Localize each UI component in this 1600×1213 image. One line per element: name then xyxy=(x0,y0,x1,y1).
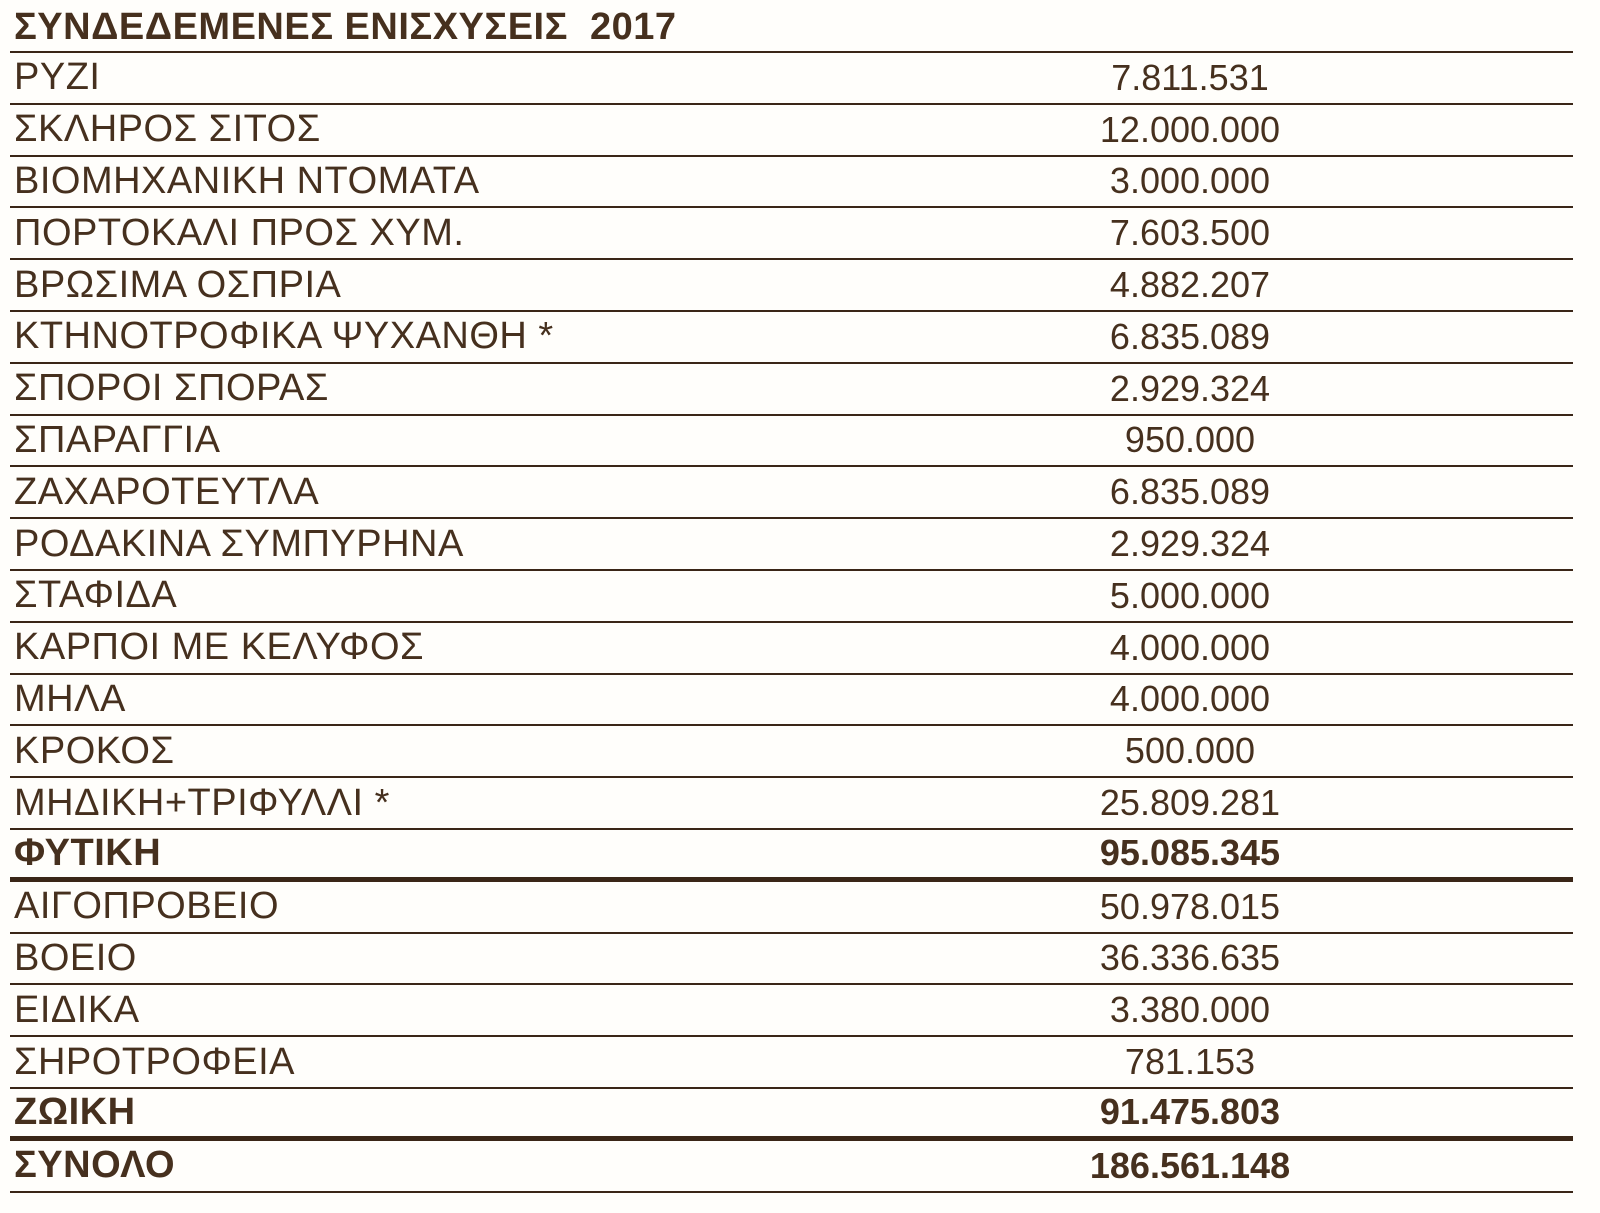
row-label: ΡΟΔΑΚΙΝΑ ΣΥΜΠΥΡΗΝΑ xyxy=(14,522,464,565)
table-row: ΣΚΛΗΡΟΣ ΣΙΤΟΣ 12.000.000 xyxy=(10,105,1573,157)
table-row: ΖΩΙΚΗ 91.475.803 xyxy=(10,1089,1573,1141)
row-label: ΜΗΔΙΚΗ+ΤΡΙΦΥΛΛΙ * xyxy=(14,781,390,824)
table-row: ΚΤΗΝΟΤΡΟΦΙΚΑ ΨΥΧΑΝΘΗ * 6.835.089 xyxy=(10,312,1573,364)
row-value: 50.978.015 xyxy=(1099,885,1281,927)
row-value: 7.811.531 xyxy=(1111,56,1269,98)
row-value: 6.835.089 xyxy=(1109,315,1271,357)
table-row: ΣΤΑΦΙΔΑ 5.000.000 xyxy=(10,571,1573,623)
table-row: ΒΟΕΙΟ 36.336.635 xyxy=(10,934,1573,986)
row-label: ΣΚΛΗΡΟΣ ΣΙΤΟΣ xyxy=(14,108,321,151)
row-value: 36.336.635 xyxy=(1099,937,1281,979)
row-value: 4.000.000 xyxy=(1109,678,1271,720)
row-label: ΖΑΧΑΡΟΤΕΥΤΛΑ xyxy=(14,470,320,513)
row-value: 2.929.324 xyxy=(1109,523,1271,565)
row-value: 7.603.500 xyxy=(1109,212,1271,254)
row-label: ΚΑΡΠΟΙ ΜΕ ΚΕΛΥΦΟΣ xyxy=(14,626,425,669)
subsidies-table: ΡΥΖΙ 7.811.531 ΣΚΛΗΡΟΣ ΣΙΤΟΣ 12.000.000 ΒΙΟΜ… xyxy=(10,53,1573,1193)
table-row: ΜΗΛΑ 4.000.000 xyxy=(10,675,1573,727)
row-label: ΒΟΕΙΟ xyxy=(14,936,137,979)
row-label: ΣΥΝΟΛΟ xyxy=(14,1144,176,1187)
row-value: 3.380.000 xyxy=(1109,989,1271,1031)
row-label: ΚΤΗΝΟΤΡΟΦΙΚΑ ΨΥΧΑΝΘΗ * xyxy=(14,315,554,358)
row-value: 12.000.000 xyxy=(1099,108,1281,150)
table-row: ΒΡΩΣΙΜΑ ΟΣΠΡΙΑ 4.882.207 xyxy=(10,260,1573,312)
table-row: ΣΠΟΡΟΙ ΣΠΟΡΑΣ 2.929.324 xyxy=(10,364,1573,416)
row-value: 186.561.148 xyxy=(1089,1144,1291,1186)
row-label: ΣΠΟΡΟΙ ΣΠΟΡΑΣ xyxy=(14,367,329,410)
table-title: ΣΥΝΔΕΔΕΜΕΝΕΣ ΕΝΙΣΧΥΣΕΙΣ 2017 xyxy=(10,0,1573,53)
table-row: ΑΙΓΟΠΡΟΒΕΙΟ 50.978.015 xyxy=(10,882,1573,934)
table-row: ΠΟΡΤΟΚΑΛΙ ΠΡΟΣ ΧΥΜ. 7.603.500 xyxy=(10,208,1573,261)
row-label: ΣΠΑΡΑΓΓΙΑ xyxy=(14,418,221,461)
row-value: 25.809.281 xyxy=(1099,782,1281,824)
row-label: ΚΡΟΚΟΣ xyxy=(14,729,175,772)
row-label: ΕΙΔΙΚΑ xyxy=(14,988,140,1031)
row-value: 5.000.000 xyxy=(1109,574,1271,616)
table-row: ΚΑΡΠΟΙ ΜΕ ΚΕΛΥΦΟΣ 4.000.000 xyxy=(10,623,1573,675)
row-value: 4.000.000 xyxy=(1109,626,1271,668)
row-label: ΠΟΡΤΟΚΑΛΙ ΠΡΟΣ ΧΥΜ. xyxy=(14,211,465,254)
row-value: 91.475.803 xyxy=(1099,1091,1281,1133)
table-row: ΕΙΔΙΚΑ 3.380.000 xyxy=(10,985,1573,1038)
row-value: 500.000 xyxy=(1124,730,1256,772)
row-value: 2.929.324 xyxy=(1109,367,1271,409)
table-row: ΣΠΑΡΑΓΓΙΑ 950.000 xyxy=(10,416,1573,468)
row-value: 95.085.345 xyxy=(1099,832,1281,874)
table-row: ΚΡΟΚΟΣ 500.000 xyxy=(10,726,1573,779)
table-row: ΣΥΝΟΛΟ 186.561.148 xyxy=(10,1141,1573,1193)
row-label: ΑΙΓΟΠΡΟΒΕΙΟ xyxy=(14,885,280,928)
table-row: ΦΥΤΙΚΗ 95.085.345 xyxy=(10,830,1573,882)
row-label: ΡΥΖΙ xyxy=(14,56,101,99)
row-label: ΜΗΛΑ xyxy=(14,677,126,720)
row-label: ΣΗΡΟΤΡΟΦΕΙΑ xyxy=(14,1040,296,1083)
table-row: ΡΟΔΑΚΙΝΑ ΣΥΜΠΥΡΗΝΑ 2.929.324 xyxy=(10,519,1573,571)
document-sheet: ΣΥΝΔΕΔΕΜΕΝΕΣ ΕΝΙΣΧΥΣΕΙΣ 2017 ΡΥΖΙ 7.811.5… xyxy=(10,0,1573,1193)
row-value: 781.153 xyxy=(1124,1041,1256,1083)
table-row: ΡΥΖΙ 7.811.531 xyxy=(10,53,1573,105)
row-value: 4.882.207 xyxy=(1109,264,1271,306)
table-row: ΣΗΡΟΤΡΟΦΕΙΑ 781.153 xyxy=(10,1037,1573,1089)
row-label: ΒΡΩΣΙΜΑ ΟΣΠΡΙΑ xyxy=(14,263,342,306)
row-label: ΦΥΤΙΚΗ xyxy=(14,831,162,874)
row-label: ΣΤΑΦΙΔΑ xyxy=(14,574,178,617)
row-label: ΒΙΟΜΗΧΑΝΙΚΗ ΝΤΟΜΑΤΑ xyxy=(14,159,480,202)
row-value: 6.835.089 xyxy=(1109,471,1271,513)
table-row: ΜΗΔΙΚΗ+ΤΡΙΦΥΛΛΙ * 25.809.281 xyxy=(10,778,1573,830)
row-value: 950.000 xyxy=(1124,419,1256,461)
table-row: ΖΑΧΑΡΟΤΕΥΤΛΑ 6.835.089 xyxy=(10,467,1573,520)
row-label: ΖΩΙΚΗ xyxy=(14,1090,136,1133)
row-value: 3.000.000 xyxy=(1109,160,1271,202)
table-row: ΒΙΟΜΗΧΑΝΙΚΗ ΝΤΟΜΑΤΑ 3.000.000 xyxy=(10,157,1573,209)
